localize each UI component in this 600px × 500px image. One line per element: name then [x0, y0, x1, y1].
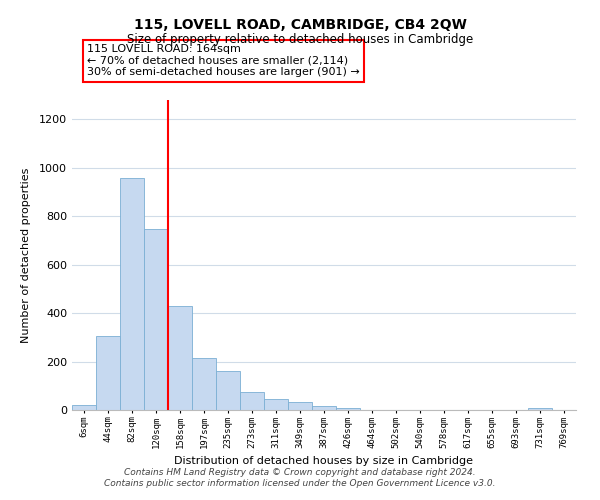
Bar — [288, 402, 312, 410]
Bar — [192, 358, 216, 410]
Bar — [264, 398, 288, 410]
Bar — [336, 408, 360, 410]
Bar — [144, 229, 168, 410]
Text: 115, LOVELL ROAD, CAMBRIDGE, CB4 2QW: 115, LOVELL ROAD, CAMBRIDGE, CB4 2QW — [134, 18, 466, 32]
Y-axis label: Number of detached properties: Number of detached properties — [20, 168, 31, 342]
X-axis label: Distribution of detached houses by size in Cambridge: Distribution of detached houses by size … — [175, 456, 473, 466]
Bar — [240, 392, 264, 410]
Bar — [120, 178, 144, 410]
Text: Size of property relative to detached houses in Cambridge: Size of property relative to detached ho… — [127, 32, 473, 46]
Bar — [528, 408, 552, 410]
Bar — [96, 336, 120, 410]
Bar — [312, 406, 336, 410]
Text: 115 LOVELL ROAD: 164sqm
← 70% of detached houses are smaller (2,114)
30% of semi: 115 LOVELL ROAD: 164sqm ← 70% of detache… — [87, 44, 360, 78]
Bar — [168, 306, 192, 410]
Bar — [216, 370, 240, 410]
Bar — [72, 405, 96, 410]
Text: Contains HM Land Registry data © Crown copyright and database right 2024.
Contai: Contains HM Land Registry data © Crown c… — [104, 468, 496, 487]
